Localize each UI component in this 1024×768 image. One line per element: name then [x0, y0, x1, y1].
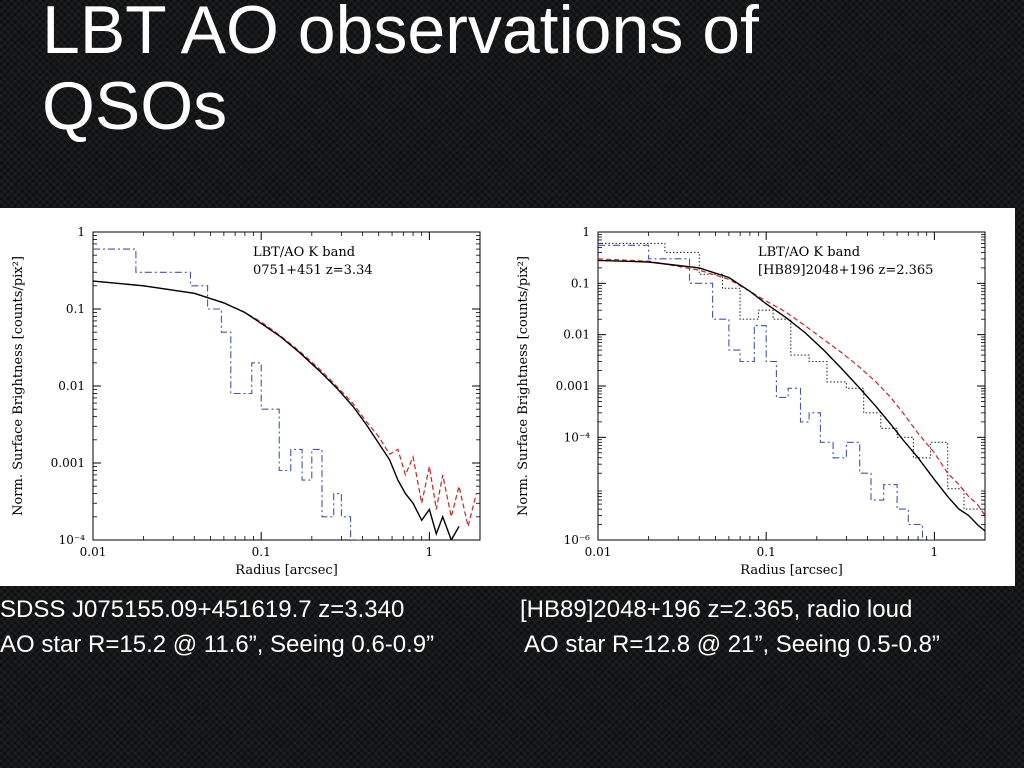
x-axis-label: Radius [arcsec]: [235, 563, 338, 578]
series-line-psf_model: [93, 280, 477, 527]
x-tick-label: 0.01: [80, 545, 107, 559]
plot-annotation: [HB89]2048+196 z=2.365: [758, 263, 933, 278]
chart-panel-1: 0.01 0.1 1 1 0.1 0.01 0.001 10⁻⁴ Radius [arcsec]…: [11, 225, 481, 578]
plot-frame: [597, 231, 986, 541]
y-tick-label: 0.1: [66, 302, 85, 316]
y-tick-label: 0.1: [571, 276, 590, 290]
chart-figure: 0.01 0.1 1 1 0.1 0.01 0.001 10⁻⁴ Radius [arcsec]…: [11, 225, 986, 578]
x-tick-label: 0.1: [252, 545, 271, 559]
y-tick-label: 1: [582, 225, 590, 239]
caption-left-object: SDSS J075155.09+451619.7 z=3.340: [0, 596, 405, 623]
plot-annotation: LBT/AO K band: [253, 245, 355, 260]
series-line-ao_star: [598, 244, 935, 540]
x-tick-label: 0.1: [757, 545, 776, 559]
x-tick-label: 1: [426, 545, 434, 559]
series-line-psf_model: [598, 258, 985, 516]
y-tick-label: 10⁻⁶: [564, 533, 591, 547]
series-line-qso_profile: [598, 259, 985, 532]
x-tick-label: 0.01: [585, 545, 612, 559]
y-tick-label: 10⁻⁴: [564, 430, 591, 444]
slide-title: LBT AO observations of QSOs: [42, 0, 759, 144]
y-tick-label: 0.01: [563, 328, 590, 342]
caption-right-ao-star: AO star R=12.8 @ 21”, Seeing 0.5-0.8”: [524, 631, 940, 658]
y-tick-label: 0.001: [556, 379, 590, 393]
y-tick-label: 0.01: [58, 379, 85, 393]
series-line-qso_profile: [93, 280, 460, 540]
y-axis-label: Norm. Surface Brightness [counts/pix²]: [516, 256, 531, 516]
figure-panel: 0.01 0.1 1 1 0.1 0.01 0.001 10⁻⁴ Radius [arcsec]…: [0, 208, 1015, 586]
chart-panel-2: 0.01 0.1 1 1 0.1 0.01 0.001 10⁻⁴ 10⁻⁶ Radius [arc…: [516, 225, 986, 578]
x-tick-label: 1: [931, 545, 939, 559]
caption-left-ao-star: AO star R=15.2 @ 11.6”, Seeing 0.6-0.9”: [0, 631, 435, 658]
y-tick-label: 0.001: [51, 456, 85, 470]
y-axis-label: Norm. Surface Brightness [counts/pix²]: [11, 256, 26, 516]
y-tick-label: 1: [77, 225, 85, 239]
y-tick-label: 10⁻⁴: [59, 533, 86, 547]
plot-annotation: 0751+451 z=3.34: [253, 263, 373, 278]
caption-right-object: [HB89]2048+196 z=2.365, radio loud: [520, 596, 913, 623]
plot-annotation: LBT/AO K band: [758, 245, 860, 260]
series-line-ao_star: [93, 248, 363, 540]
plot-frame: [92, 231, 481, 541]
x-axis-label: Radius [arcsec]: [740, 563, 843, 578]
series-line-dotted_profile: [598, 242, 982, 510]
